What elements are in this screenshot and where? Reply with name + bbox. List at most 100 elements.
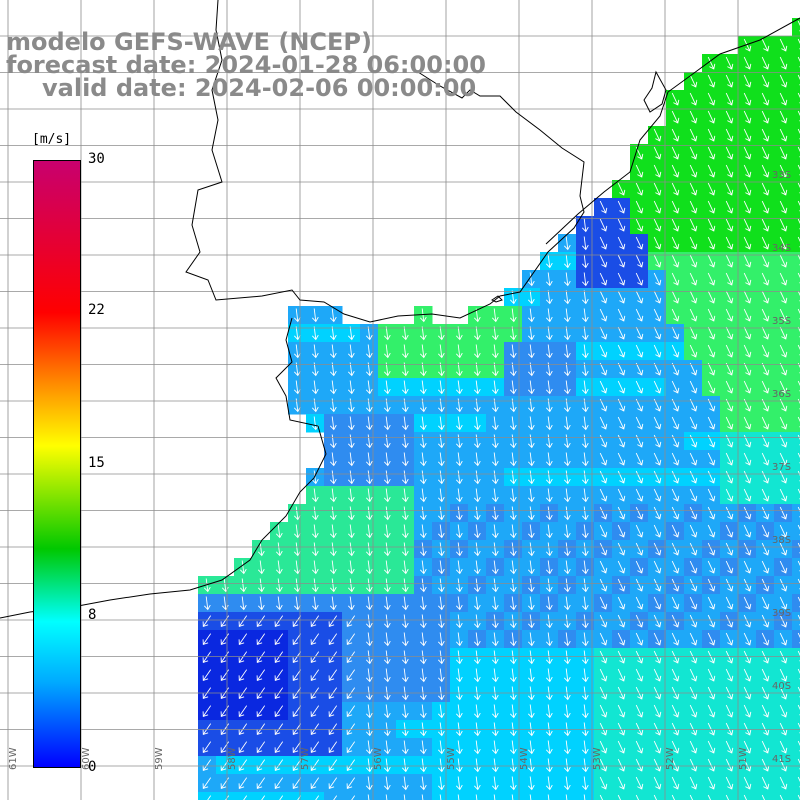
colorbar-tick-15: 15 — [88, 455, 105, 471]
wind-arrow — [491, 380, 499, 395]
wind-arrow — [707, 578, 716, 592]
wind-arrow — [653, 344, 662, 358]
wind-arrow — [617, 794, 622, 800]
wind-arrow — [707, 506, 716, 520]
latitude-label: 37S — [772, 462, 791, 473]
wind-arrow — [383, 578, 391, 593]
wind-arrow — [635, 416, 644, 430]
wind-speed-cell — [792, 270, 800, 289]
wind-arrow — [401, 506, 409, 521]
wind-arrow — [653, 722, 662, 736]
wind-arrow — [725, 506, 734, 520]
wind-arrow — [329, 596, 337, 611]
wind-arrow — [617, 488, 626, 502]
wind-arrow — [671, 326, 680, 340]
wind-arrow — [545, 506, 553, 521]
wind-arrow — [293, 578, 301, 593]
wind-arrow — [689, 578, 698, 592]
wind-arrow — [617, 200, 626, 214]
wind-arrow — [635, 524, 644, 538]
wind-arrow — [599, 434, 608, 448]
latitude-label: 40S — [772, 681, 791, 692]
longitude-label: 51W — [738, 747, 749, 770]
wind-arrow — [635, 200, 644, 214]
wind-arrow — [455, 614, 463, 629]
wind-speed-cell — [612, 792, 631, 800]
wind-arrow — [545, 416, 553, 431]
wind-arrow — [635, 632, 644, 646]
wind-arrow — [421, 794, 424, 800]
wind-arrow — [797, 380, 800, 392]
wind-arrow — [565, 794, 568, 800]
wind-arrow — [797, 416, 800, 428]
wind-arrow — [293, 596, 301, 611]
wind-arrow — [207, 795, 212, 800]
longitude-label: 56W — [373, 747, 384, 770]
wind-arrow — [365, 326, 373, 341]
wind-arrow — [635, 668, 644, 682]
wind-arrow — [475, 794, 478, 800]
graticule-labels: 61W 60W 59W 58W 57W 56W 55W 54W 53W 52W 51W 33S 34S 3… — [8, 170, 791, 770]
wind-speed-cell — [216, 792, 235, 800]
coastline-argentina — [0, 317, 327, 619]
wind-arrow — [671, 758, 680, 772]
wind-arrow — [347, 326, 355, 341]
wind-arrow — [383, 416, 391, 431]
wind-arrow — [437, 506, 445, 521]
wind-arrow — [779, 542, 788, 556]
wind-arrow — [365, 488, 373, 503]
wind-arrow — [437, 416, 445, 431]
wind-arrow — [617, 452, 626, 466]
wind-arrow — [779, 362, 788, 376]
wind-arrow — [743, 668, 752, 682]
wind-arrow — [689, 722, 698, 736]
wind-arrow — [689, 488, 698, 502]
wind-arrow — [653, 596, 662, 610]
wind-arrow — [401, 344, 409, 359]
wind-arrow — [779, 92, 788, 106]
wind-arrow — [743, 470, 752, 484]
wind-arrow — [527, 596, 535, 611]
island-outline — [491, 295, 503, 303]
wind-arrow — [347, 596, 355, 611]
wind-arrow — [346, 759, 356, 772]
wind-arrow — [419, 434, 427, 449]
colorbar-tick-8: 8 — [88, 607, 97, 623]
wind-arrow — [473, 614, 481, 629]
wind-arrow — [563, 236, 571, 251]
wind-arrow — [238, 669, 248, 682]
wind-arrow — [797, 38, 800, 50]
wind-arrow — [707, 290, 716, 304]
wind-arrow — [725, 56, 734, 70]
wind-arrow — [563, 380, 571, 395]
wind-arrow — [761, 272, 770, 286]
wind-arrow — [671, 488, 680, 502]
wind-arrow — [563, 308, 571, 323]
wind-arrow — [779, 470, 788, 484]
wind-arrow — [583, 794, 586, 800]
wind-arrow — [707, 218, 716, 232]
wind-arrow — [401, 416, 409, 431]
wind-arrow — [275, 542, 283, 557]
wind-arrow — [329, 380, 337, 395]
wind-arrow — [725, 308, 734, 322]
wind-arrow — [779, 254, 788, 268]
wind-arrow — [779, 380, 788, 394]
wind-arrow — [509, 560, 517, 575]
wind-arrow — [275, 596, 283, 611]
colorbar-unit: [m/s] — [32, 132, 72, 147]
wind-arrow — [527, 470, 535, 485]
wind-arrow — [653, 758, 662, 772]
wind-arrow — [635, 362, 644, 376]
wind-arrow — [689, 650, 698, 664]
wind-arrow — [473, 452, 481, 467]
wind-arrow — [401, 776, 409, 791]
wind-arrow — [797, 20, 800, 32]
wind-speed-cell — [774, 792, 793, 800]
wind-arrow — [292, 741, 302, 754]
wind-arrow — [779, 74, 788, 88]
wind-arrow — [707, 740, 716, 754]
wind-arrow — [743, 596, 752, 610]
wind-arrow — [491, 650, 499, 665]
wind-arrow — [761, 380, 770, 394]
